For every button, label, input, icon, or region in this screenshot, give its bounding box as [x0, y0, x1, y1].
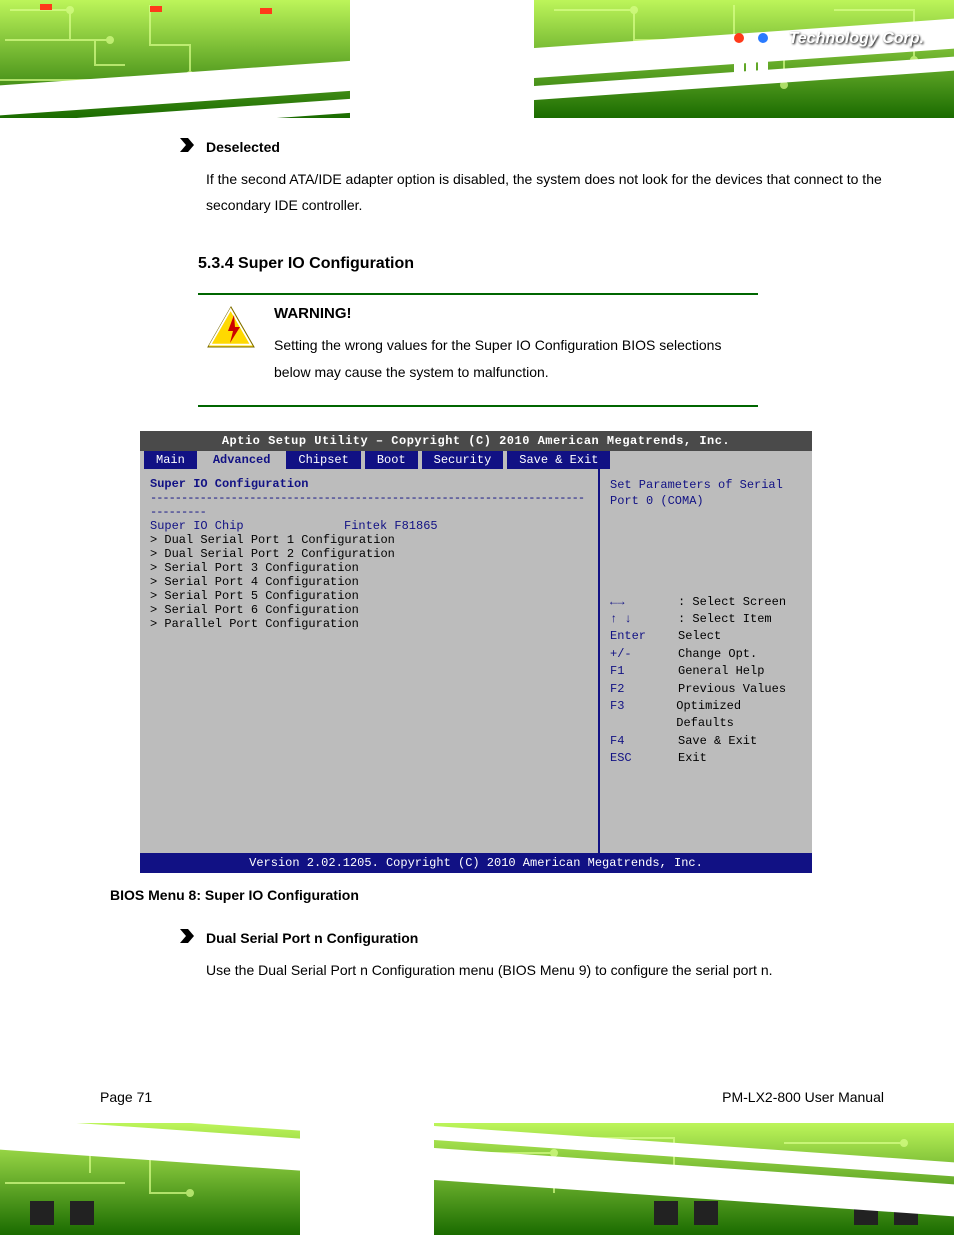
bios-nav-key: ←→	[610, 594, 668, 611]
bios-nav-desc: Save & Exit	[678, 733, 757, 750]
bios-tab-boot[interactable]: Boot	[365, 451, 418, 469]
bios-nav-block: ←→ : Select Screen ↑ ↓ : Select Item Enter…	[610, 594, 802, 768]
bios-chip-value: Fintek F81865	[344, 519, 438, 533]
bios-item[interactable]: > Dual Serial Port 2 Configuration	[150, 547, 588, 561]
header-banner: ® Technology Corp.	[0, 0, 954, 118]
bios-nav-desc: Exit	[678, 750, 707, 767]
bios-item[interactable]: > Serial Port 3 Configuration	[150, 561, 588, 575]
bios-chip-label: Super IO Chip	[150, 519, 330, 533]
bios-nav-key: +/-	[610, 646, 668, 663]
bios-nav-key: F2	[610, 681, 668, 698]
bios-hint-line: Set Parameters of Serial	[610, 477, 802, 493]
warning-body: Setting the wrong values for the Super I…	[274, 332, 758, 385]
page-number: Page 71	[100, 1089, 152, 1105]
bios-nav-key: ESC	[610, 750, 668, 767]
bios-tab-save-exit[interactable]: Save & Exit	[507, 451, 610, 469]
bios-item[interactable]: > Serial Port 5 Configuration	[150, 589, 588, 603]
registered-mark: ®	[774, 32, 783, 46]
footer-doc-title: PM-LX2-800 User Manual	[722, 1089, 884, 1105]
option-deselected-body: If the second ATA/IDE adapter option is …	[206, 166, 884, 219]
dual-serial-body: Use the Dual Serial Port n Configuration…	[206, 957, 773, 984]
brand-text: Technology Corp.	[789, 30, 924, 48]
bios-nav-desc: : Select Screen	[678, 594, 786, 611]
warning-icon	[206, 305, 256, 349]
arrow-right-icon	[178, 136, 196, 154]
bios-nav-key: Enter	[610, 628, 668, 645]
bios-item[interactable]: > Parallel Port Configuration	[150, 617, 588, 631]
bios-nav-desc: Optimized Defaults	[676, 698, 802, 733]
bios-nav-desc: Select	[678, 628, 721, 645]
bios-nav-key: F3	[610, 698, 666, 733]
bios-nav-key: F4	[610, 733, 668, 750]
bios-tab-bar: Main Advanced Chipset Boot Security Save…	[140, 451, 812, 469]
bios-item[interactable]: > Serial Port 6 Configuration	[150, 603, 588, 617]
arrow-right-icon	[178, 927, 196, 945]
bios-tab-advanced[interactable]: Advanced	[201, 451, 283, 469]
bios-item[interactable]: > Serial Port 4 Configuration	[150, 575, 588, 589]
bios-nav-desc: : Select Item	[678, 611, 772, 628]
bios-nav-desc: Previous Values	[678, 681, 786, 698]
bios-nav-key: F1	[610, 663, 668, 680]
bios-tab-chipset[interactable]: Chipset	[286, 451, 360, 469]
bios-caption: BIOS Menu 8: Super IO Configuration	[110, 887, 812, 903]
bios-tab-security[interactable]: Security	[422, 451, 504, 469]
brand-logo: ® Technology Corp.	[734, 30, 924, 77]
warning-title: WARNING!	[274, 305, 758, 322]
bios-left-panel: Super IO Configuration -----------------…	[140, 469, 600, 853]
bios-right-panel: Set Parameters of Serial Port 0 (COMA) ←…	[600, 469, 812, 853]
bios-nav-desc: Change Opt.	[678, 646, 757, 663]
bios-panel-heading: Super IO Configuration	[150, 477, 588, 491]
iei-logo-icon	[734, 33, 768, 77]
bios-title: Aptio Setup Utility – Copyright (C) 2010…	[140, 431, 812, 451]
bios-separator: ----------------------------------------…	[150, 491, 588, 519]
bios-item[interactable]: > Dual Serial Port 1 Configuration	[150, 533, 588, 547]
bios-hint-line: Port 0 (COMA)	[610, 493, 802, 509]
option-deselected-title: Deselected	[206, 139, 280, 155]
bios-tab-main[interactable]: Main	[144, 451, 197, 469]
bios-nav-desc: General Help	[678, 663, 764, 680]
dual-serial-title: Dual Serial Port n Configuration	[206, 930, 418, 946]
section-heading: 5.3.4 Super IO Configuration	[198, 255, 884, 273]
bios-nav-key: ↑ ↓	[610, 611, 668, 628]
bios-footer: Version 2.02.1205. Copyright (C) 2010 Am…	[140, 853, 812, 873]
bios-screenshot: Aptio Setup Utility – Copyright (C) 2010…	[140, 431, 812, 873]
footer-banner	[0, 1123, 954, 1235]
warning-block: WARNING! Setting the wrong values for th…	[198, 293, 758, 407]
